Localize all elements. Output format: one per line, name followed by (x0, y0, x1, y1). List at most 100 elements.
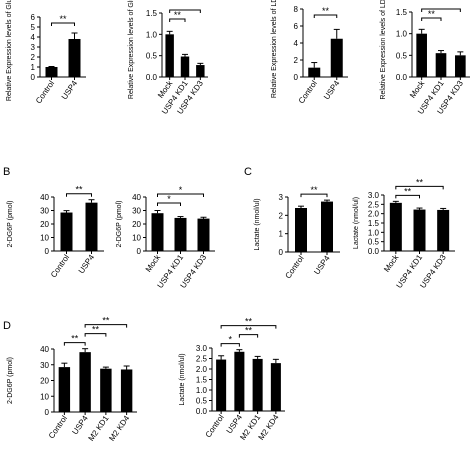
y-tick-label: 0.0 (196, 407, 208, 416)
y-axis-label: Relative Expression levels of LDHA (380, 0, 387, 100)
y-tick-label: 0 (45, 247, 50, 256)
x-tick-label: Control (204, 413, 226, 439)
y-tick-label: 2 (279, 211, 284, 220)
y-tick-label: 3 (31, 43, 36, 52)
bar (58, 367, 71, 412)
y-tick-label: 8 (294, 5, 299, 14)
chart-glut1_kd: 0.0 0.5 1.0 1.5 Relative Expression levels o… (128, 0, 208, 116)
x-tick-label: Control (49, 253, 71, 279)
bar (216, 359, 227, 411)
bar (389, 202, 402, 251)
x-tick-label: M2 KD4 (107, 414, 131, 443)
x-tick-label: Control (47, 414, 69, 440)
y-tick-label: 6 (31, 13, 36, 22)
significance-label: ** (71, 334, 79, 344)
significance-label: ** (102, 316, 110, 326)
bar (151, 213, 164, 251)
x-tick-label: USP4 (77, 253, 97, 276)
y-axis-label: 2-DG6P (pmol) (116, 201, 123, 248)
significance-label: ** (92, 325, 100, 335)
x-tick-label: USP4 (60, 79, 80, 102)
x-tick-label: Control (283, 254, 305, 280)
bar (321, 201, 333, 252)
y-tick-label: 0 (294, 73, 299, 82)
y-tick-label: 2.0 (368, 210, 380, 219)
y-tick-label: 20 (40, 377, 49, 386)
y-tick-label: 1.5 (196, 376, 208, 385)
bar (100, 368, 112, 412)
x-tick-label: Mock (144, 252, 163, 274)
y-tick-label: 1.5 (146, 9, 158, 18)
significance-bracket (157, 202, 181, 206)
y-tick-label: 0.5 (396, 51, 408, 60)
bar (197, 218, 210, 251)
y-tick-label: 30 (40, 361, 49, 370)
y-tick-label: 4 (294, 39, 299, 48)
x-tick-label: USP4 (322, 79, 342, 102)
y-tick-label: 2.0 (196, 365, 208, 374)
y-tick-label: 0 (31, 73, 36, 82)
significance-bracket (66, 193, 92, 197)
y-tick-label: 1 (279, 230, 284, 239)
significance-label: ** (310, 185, 318, 195)
significance-label: ** (322, 6, 330, 16)
bar (270, 363, 281, 411)
y-tick-label: 2.5 (368, 200, 380, 209)
significance-bracket (84, 324, 128, 328)
significance-label: * (179, 185, 183, 195)
y-tick-label: 0.0 (396, 73, 408, 82)
bar (120, 369, 133, 412)
y-tick-label: 40 (132, 193, 141, 202)
x-tick-label: USP4 (312, 254, 332, 277)
significance-label: * (228, 335, 232, 345)
bar (79, 352, 91, 412)
x-tick-label: Mock (382, 252, 401, 274)
y-tick-label: 2.5 (196, 355, 208, 364)
bar (413, 209, 426, 251)
panel-letter-d: D (3, 320, 11, 332)
y-axis-label: Lactate (nmol/ul) (179, 353, 186, 405)
y-tick-label: 20 (40, 220, 49, 229)
significance-label: ** (404, 186, 412, 196)
y-tick-label: 10 (40, 392, 49, 401)
y-tick-label: 1.0 (196, 386, 208, 395)
y-tick-label: 3.0 (196, 344, 208, 353)
significance-bracket (238, 334, 259, 338)
y-tick-label: 0.5 (146, 52, 158, 61)
significance-bracket (51, 22, 75, 26)
y-axis-label: Relative Expression levels of LDHA (271, 0, 278, 98)
significance-label: * (167, 194, 171, 204)
y-axis-label: Relative Expression levels of Glut1 (128, 0, 135, 99)
y-tick-label: 3.0 (368, 191, 380, 200)
significance-bracket (84, 333, 107, 337)
bar (330, 38, 343, 77)
bar (252, 358, 263, 411)
chart-ldha_kd: 0.0 0.5 1.0 1.5 Relative Expression levels o… (380, 0, 470, 116)
y-tick-label: 1 (31, 63, 36, 72)
bar (308, 67, 321, 77)
y-tick-label: 1.0 (396, 30, 408, 39)
y-tick-label: 0.5 (368, 238, 380, 247)
panel-letter-b: B (3, 166, 11, 178)
significance-bracket (220, 343, 240, 347)
significance-label: ** (174, 10, 182, 20)
y-axis-label: Lactate (nmol/ul) (353, 197, 360, 249)
y-tick-label: 20 (132, 220, 141, 229)
bar (174, 217, 187, 251)
x-tick-label: USP4 (70, 414, 90, 437)
y-tick-label: 4 (31, 33, 36, 42)
significance-bracket (421, 17, 442, 21)
x-tick-label: Control (297, 79, 319, 105)
significance-label: ** (416, 177, 424, 187)
y-axis-label: 2-DG6P (pmol) (7, 357, 14, 404)
y-tick-label: 0.0 (146, 73, 158, 82)
bar (437, 209, 450, 251)
y-tick-label: 30 (40, 207, 49, 216)
significance-bracket (169, 18, 186, 22)
y-tick-label: 10 (40, 234, 49, 243)
bar (416, 33, 427, 77)
y-tick-label: 0 (45, 408, 50, 417)
